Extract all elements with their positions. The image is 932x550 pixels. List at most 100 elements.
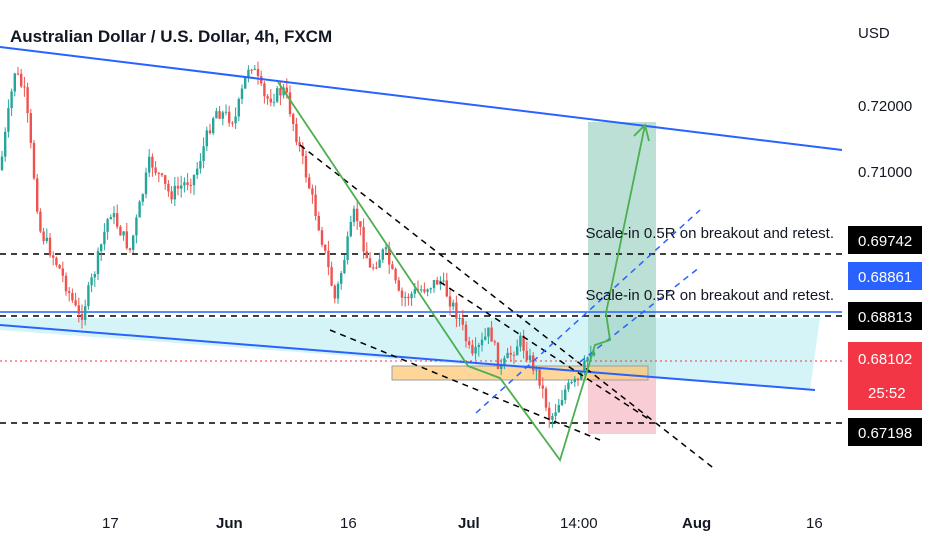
candle-body — [218, 111, 221, 119]
candle-body — [103, 231, 106, 245]
candle-body — [493, 341, 496, 343]
candle-body — [368, 258, 372, 268]
candle-body — [362, 226, 365, 252]
candle-body — [192, 174, 196, 186]
candle-body — [567, 382, 570, 390]
green-arrow-head — [633, 123, 650, 142]
candles — [0, 61, 596, 428]
candle-body — [74, 300, 77, 306]
price-badge-text: 0.68102 — [858, 351, 912, 368]
candle-body — [263, 83, 266, 97]
candle-body — [52, 255, 55, 258]
candle-body — [170, 191, 173, 200]
channel-top-line[interactable] — [0, 46, 843, 151]
candle-body — [234, 116, 237, 124]
candle-body — [250, 69, 253, 71]
candle-body — [244, 76, 247, 89]
candle-body — [570, 381, 573, 383]
candle-body — [125, 231, 128, 249]
candle-body — [544, 388, 548, 408]
candle-body — [32, 142, 36, 179]
candle-body — [490, 327, 493, 342]
candle-body — [87, 285, 90, 307]
candle-body — [308, 177, 311, 189]
candle-body — [7, 108, 10, 132]
candle-body — [119, 226, 122, 236]
candle-body — [407, 296, 410, 299]
candle-body — [352, 208, 356, 222]
blue-dashed-2[interactable] — [579, 266, 701, 363]
candle-body — [26, 87, 29, 114]
drawing-zones — [0, 122, 820, 434]
x-tick-label: 17 — [102, 515, 119, 532]
x-axis: 17 Jun 16 Jul 14:00 Aug 16 — [102, 515, 823, 532]
candle-body — [487, 327, 490, 337]
candle-body — [157, 172, 160, 174]
candle-body — [0, 156, 4, 170]
candle-body — [138, 201, 141, 218]
candle-body — [445, 280, 448, 297]
green-path[interactable] — [277, 81, 646, 462]
candle-body — [477, 345, 480, 348]
candle-body — [378, 259, 381, 268]
currency-label: USD — [858, 25, 890, 42]
bar-countdown-text: 25:52 — [868, 385, 906, 402]
candle-body — [381, 249, 384, 260]
candle-body — [448, 296, 452, 307]
candle-body — [314, 194, 317, 216]
chart-title: Australian Dollar / U.S. Dollar, 4h, FXC… — [10, 27, 332, 46]
candle-body — [48, 237, 52, 256]
candle-body — [116, 213, 119, 227]
price-badge-last: 0.68102 25:52 — [848, 342, 922, 410]
candle-body — [333, 285, 336, 299]
candle-body — [151, 156, 154, 168]
candle-body — [93, 273, 96, 278]
candle-body — [196, 168, 199, 175]
candle-body — [109, 217, 112, 220]
dashed-trend-2[interactable] — [329, 329, 601, 441]
candle-body — [106, 219, 109, 232]
candle-body — [23, 86, 26, 88]
candle-body — [516, 346, 519, 356]
candle-body — [266, 96, 269, 99]
candle-body — [304, 155, 308, 178]
candle-body — [426, 289, 429, 292]
candle-body — [471, 344, 474, 354]
candle-body — [330, 267, 333, 286]
candle-body — [311, 188, 314, 195]
candle-body — [36, 178, 39, 212]
candle-body — [132, 235, 135, 250]
annotation-label[interactable]: Scale-in 0.5R on breakout and retest. — [586, 225, 834, 242]
candle-body — [135, 217, 138, 236]
candle-body — [29, 113, 32, 143]
candle-body — [384, 247, 388, 250]
candle-body — [112, 213, 116, 218]
profit-zone[interactable] — [588, 122, 656, 376]
candle-body — [164, 175, 167, 184]
candle-body — [221, 112, 224, 119]
candle-body — [503, 358, 506, 365]
horizontal-levels — [0, 253, 842, 424]
candle-body — [538, 369, 541, 386]
candle-body — [349, 221, 352, 237]
candle-body — [13, 73, 16, 92]
candle-body — [247, 69, 250, 77]
candle-body — [208, 130, 212, 134]
candle-body — [96, 251, 100, 274]
candle-body — [39, 211, 42, 232]
candle-body — [394, 268, 397, 281]
annotation-label[interactable]: Scale-in 0.5R on breakout and retest. — [586, 287, 834, 304]
candle-body — [148, 156, 151, 173]
candle-body — [436, 279, 439, 285]
candle-body — [576, 378, 580, 380]
channel-bottom-line[interactable] — [0, 324, 816, 391]
candle-body — [500, 364, 503, 369]
loss-zone[interactable] — [588, 376, 656, 434]
candle-body — [519, 335, 522, 347]
price-badge-text: 0.67198 — [858, 425, 912, 442]
candle-body — [592, 352, 596, 356]
candle-body — [468, 341, 471, 345]
candle-body — [359, 221, 362, 227]
trend-drawings — [0, 46, 843, 471]
